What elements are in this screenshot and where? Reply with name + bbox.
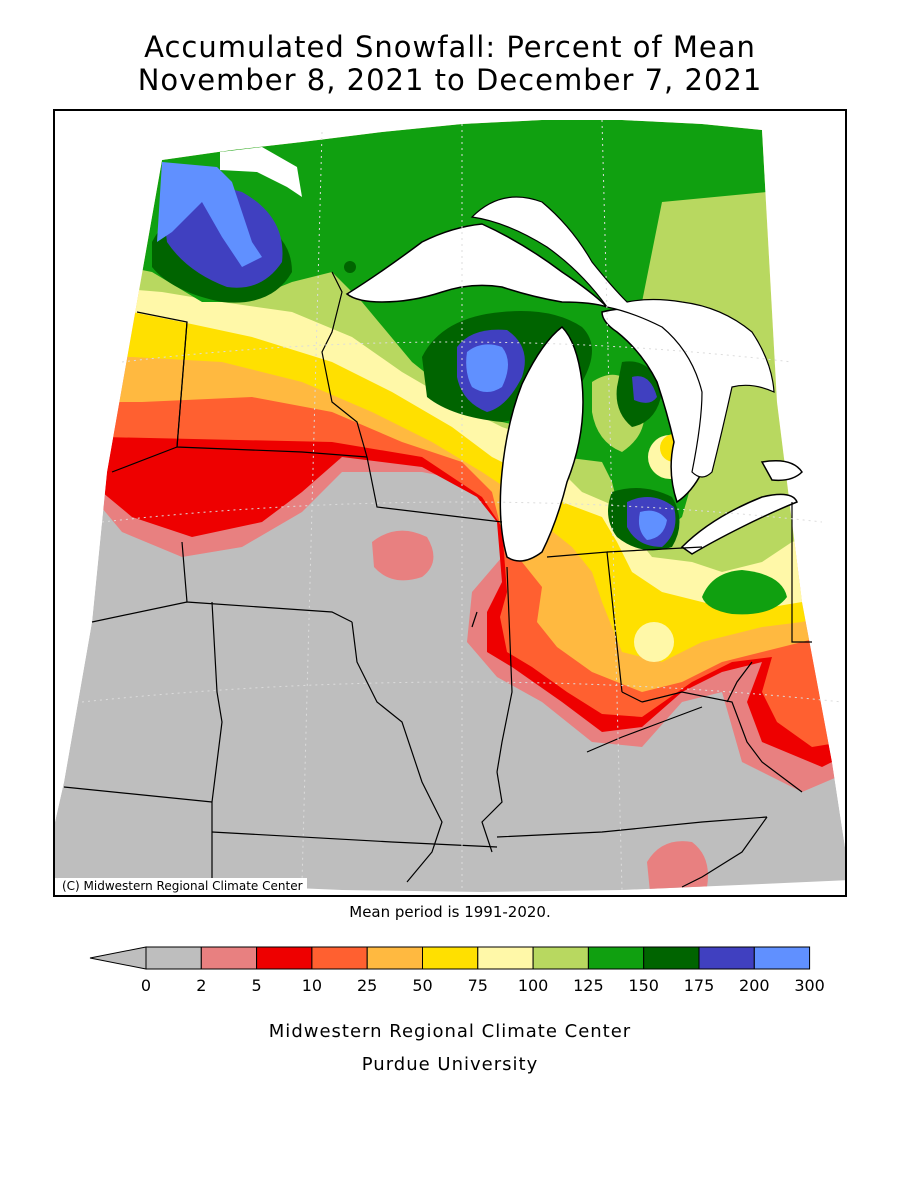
legend-swatch-10-25	[311, 946, 368, 970]
legend-tick-100: 100	[517, 976, 549, 995]
legend-swatch-2-5	[200, 946, 258, 970]
credit-university: Purdue University	[361, 1054, 539, 1075]
band-50-75-wi-spot	[344, 261, 356, 273]
lake-ontario-edge	[760, 460, 803, 482]
legend-tick-175: 175	[683, 976, 715, 995]
legend-tick-300: 300	[794, 976, 825, 995]
band-200-300	[157, 162, 262, 267]
ontario-land	[470, 196, 775, 478]
canada-blank	[220, 147, 302, 197]
lake-superior	[345, 223, 608, 308]
map-frame	[53, 109, 847, 897]
map-title-line-1: Accumulated Snowfall: Percent of Mean	[144, 30, 756, 64]
legend-tick-50: 50	[412, 976, 433, 995]
legend-swatch-0-2	[145, 946, 202, 970]
mean-period-note: Mean period is 1991-2020.	[349, 903, 551, 921]
legend-tick-2: 2	[196, 976, 207, 995]
lake-erie	[680, 493, 798, 555]
band-2-5-iowa-blob	[372, 530, 434, 581]
band-125-150-ohio	[702, 570, 787, 615]
copyright-notice: (C) Midwestern Regional Climate Center	[58, 878, 307, 894]
legend-tick-10: 10	[301, 976, 323, 995]
legend-tick-150: 150	[628, 976, 659, 995]
legend-swatch-25-50	[366, 946, 424, 970]
outside-domain	[55, 111, 845, 848]
map-title-line-2: November 8, 2021 to December 7, 2021	[137, 63, 763, 97]
legend-swatch-125-150	[587, 946, 645, 970]
band-200-300-mi	[638, 510, 667, 540]
snowfall-map	[55, 111, 845, 895]
legend-swatch-175-200	[698, 946, 755, 970]
color-legend	[89, 946, 811, 970]
legend-below-arrow	[89, 946, 147, 970]
legend-swatch-5-10	[256, 946, 313, 970]
legend-swatch-75-100	[477, 946, 534, 970]
graticule	[81, 119, 843, 892]
legend-swatch-200-300	[753, 946, 811, 970]
state-boundaries	[63, 271, 812, 888]
band-2-5-south-blob	[647, 841, 708, 892]
legend-swatch-50-75	[422, 946, 479, 970]
credit-organization: Midwestern Regional Climate Center	[268, 1021, 632, 1042]
band-75-100-ohio-spot	[634, 622, 674, 662]
legend-swatch-100-125	[532, 946, 589, 970]
legend-tick-200: 200	[739, 976, 770, 995]
legend-swatch-150-175	[643, 946, 700, 970]
band-175-200-mi-north	[632, 376, 657, 403]
band-200-300-wi	[466, 344, 508, 392]
legend-tick-25: 25	[357, 976, 378, 995]
legend-tick-75: 75	[467, 976, 488, 995]
lake-michigan	[499, 326, 584, 562]
legend-tick-0: 0	[140, 976, 152, 995]
legend-tick-5: 5	[251, 976, 262, 995]
legend-tick-125: 125	[573, 976, 604, 995]
